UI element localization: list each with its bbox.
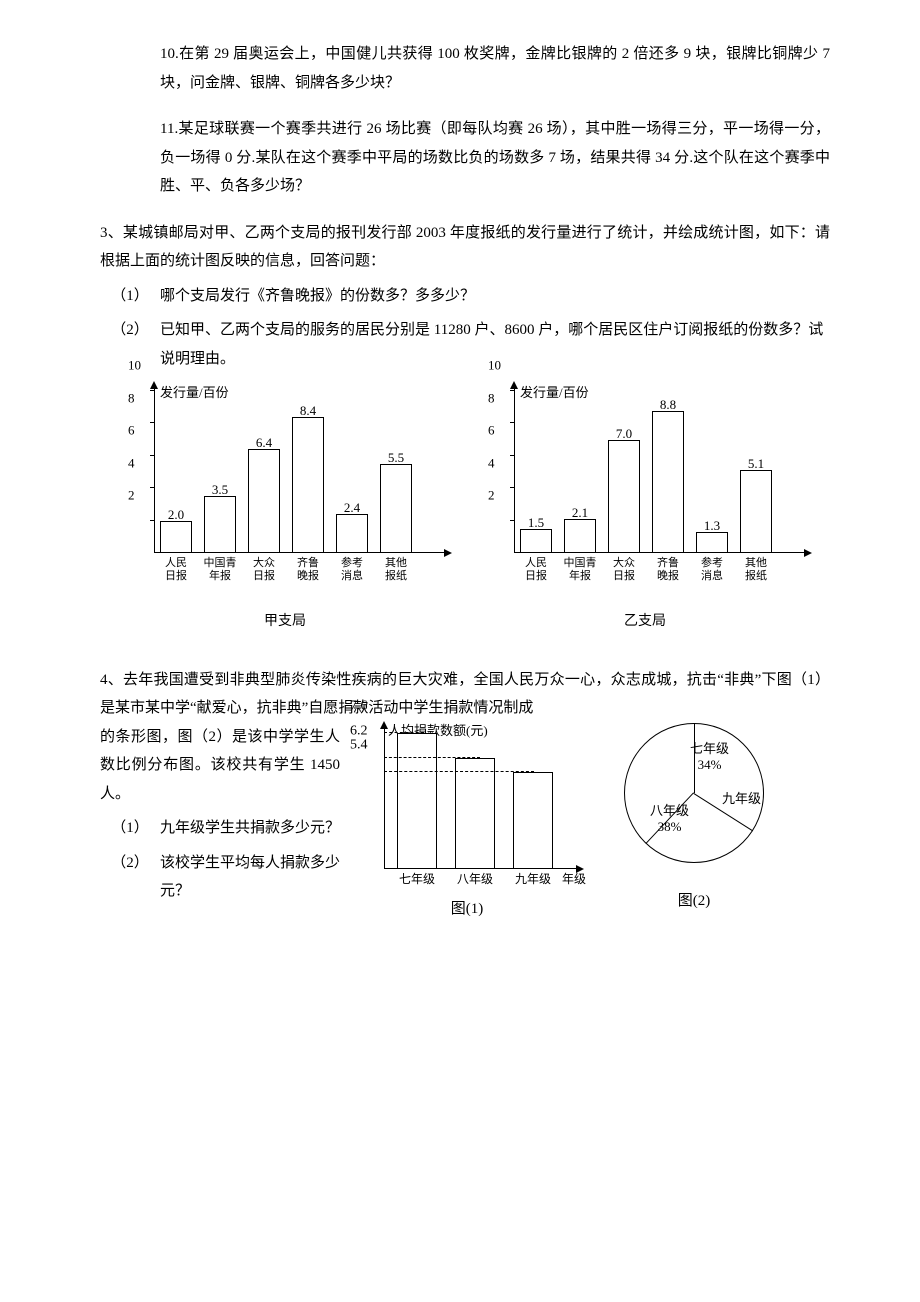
y-tick-label: 7.6 (350, 693, 368, 720)
q10-text: 10.在第 29 届奥运会上，中国健儿共获得 100 枚奖牌，金牌比银牌的 2 … (100, 40, 830, 97)
chart-caption: 甲支局 (120, 609, 450, 636)
bar-rect (455, 758, 495, 868)
chart-bar (394, 733, 440, 868)
chart-bar: 6.4 (246, 449, 282, 553)
bar-rect (380, 464, 412, 553)
chart-bar (452, 758, 498, 868)
q3-sub1: （1） 哪个支局发行《齐鲁晚报》的份数多？多多少？ (100, 282, 830, 311)
x-tick-label: 七年级 (394, 868, 440, 891)
chart-bar: 1.5 (518, 529, 554, 553)
x-tick-label: 参考消息 (694, 557, 730, 583)
bar-value-label: 8.8 (648, 393, 688, 418)
q3-charts: 发行量/百份2468102.03.56.48.42.45.5人民日报中国青年报大… (120, 383, 830, 636)
x-tick-label: 参考消息 (334, 557, 370, 583)
x-tick-label: 八年级 (452, 868, 498, 891)
x-axis-arrow-icon (804, 549, 812, 557)
chart-bar: 8.8 (650, 411, 686, 553)
q4-bar-chart: 人均捐款数额(元) 七年级八年级九年级 年级 7.66.25.4 图(1) (352, 723, 582, 924)
q4-sub2-num: （2） (100, 849, 160, 906)
bar-value-label: 1.5 (516, 511, 556, 536)
q3-sub2: （2） 已知甲、乙两个支局的服务的居民分别是 11280 户、8600 户，哪个… (100, 316, 830, 373)
y-tick-label: 4 (128, 451, 135, 476)
y-guide-line (384, 732, 424, 733)
bar-value-label: 2.1 (560, 501, 600, 526)
bar-chart-panel: 发行量/百份2468101.52.17.08.81.35.1人民日报中国青年报大… (480, 383, 810, 636)
q11-text: 11.某足球联赛一个赛季共进行 26 场比赛（即每队均赛 26 场），其中胜一场… (100, 115, 830, 201)
bar-value-label: 3.5 (200, 478, 240, 503)
y-guide-line (384, 757, 480, 758)
q4-sub1-text: 九年级学生共捐款多少元？ (160, 814, 340, 843)
chart-bar: 5.1 (738, 470, 774, 553)
y-tick-label: 2 (488, 484, 495, 509)
x-tick-label: 齐鲁晚报 (650, 557, 686, 583)
q4-sub2-text: 该校学生平均每人捐款多少元？ (160, 849, 340, 906)
chart-bar: 2.0 (158, 521, 194, 553)
q3-sub1-text: 哪个支局发行《齐鲁晚报》的份数多？多多少？ (160, 282, 830, 311)
bar-value-label: 5.5 (376, 446, 416, 471)
q4-pie-caption: 图(2) (594, 887, 794, 916)
y-tick-label: 4 (488, 451, 495, 476)
bar-rect (513, 772, 553, 868)
bar-value-label: 2.4 (332, 496, 372, 521)
pie-slice-label: 九年级 (722, 791, 761, 807)
bar-chart-panel: 发行量/百份2468102.03.56.48.42.45.5人民日报中国青年报大… (120, 383, 450, 636)
q3-sub1-num: （1） (100, 282, 160, 311)
x-tick-label: 人民日报 (518, 557, 554, 583)
chart-bar: 1.3 (694, 532, 730, 553)
chart-bar: 5.5 (378, 464, 414, 553)
x-tick-label: 九年级 (510, 868, 556, 891)
chart-bar: 3.5 (202, 496, 238, 553)
x-tick-label: 其他报纸 (738, 557, 774, 583)
q3-intro: 3、某城镇邮局对甲、乙两个支局的报刊发行部 2003 年度报纸的发行量进行了统计… (100, 219, 830, 276)
q4-intro-top: 4、去年我国遭受到非典型肺炎传染性疾病的巨大灾难，全国人民万众一心，众志成城，抗… (100, 666, 830, 723)
bar-value-label: 6.4 (244, 431, 284, 456)
bar-rect (248, 449, 280, 553)
chart-bar: 8.4 (290, 417, 326, 553)
bar-value-label: 5.1 (736, 452, 776, 477)
bar-value-label: 2.0 (156, 503, 196, 528)
pie-slice-label: 八年级38% (650, 803, 689, 836)
bar-rect (397, 733, 437, 868)
x-tick-label: 其他报纸 (378, 557, 414, 583)
y-tick-label: 2 (128, 484, 135, 509)
x-axis-arrow-icon (444, 549, 452, 557)
chart-bar: 2.1 (562, 519, 598, 553)
chart-bar: 2.4 (334, 514, 370, 553)
x-tick-label: 大众日报 (246, 557, 282, 583)
bar-rect (608, 440, 640, 553)
bar-rect (652, 411, 684, 553)
y-tick-label: 5.4 (350, 733, 368, 760)
bar-rect (740, 470, 772, 553)
x-axis-title: 年级 (562, 868, 586, 891)
q4-intro-left: 的条形图，图（2）是该中学学生人数比例分布图。该校共有学生 1450 人。 (100, 723, 340, 809)
q4-bar-caption: 图(1) (352, 895, 582, 924)
q4-sub2: （2） 该校学生平均每人捐款多少元？ (100, 849, 340, 906)
bar-value-label: 1.3 (692, 514, 732, 539)
q4: 4、去年我国遭受到非典型肺炎传染性疾病的巨大灾难，全国人民万众一心，众志成城，抗… (100, 666, 830, 924)
q4-sub1-num: （1） (100, 814, 160, 843)
y-tick-label: 6 (128, 419, 135, 444)
y-guide-line (384, 771, 534, 772)
chart-caption: 乙支局 (480, 609, 810, 636)
bar-rect (204, 496, 236, 553)
q4-pie-chart: 七年级34% 九年级八年级38% 图(2) (594, 723, 794, 916)
bar-value-label: 8.4 (288, 399, 328, 424)
y-tick-label: 6 (488, 419, 495, 444)
bar-rect (292, 417, 324, 553)
x-tick-label: 大众日报 (606, 557, 642, 583)
chart-bar: 7.0 (606, 440, 642, 553)
y-tick-label: 10 (488, 354, 501, 379)
q4-sub1: （1） 九年级学生共捐款多少元？ (100, 814, 340, 843)
pie-slice-label: 七年级34% (690, 741, 729, 774)
y-tick-label: 8 (128, 386, 135, 411)
x-tick-label: 人民日报 (158, 557, 194, 583)
x-tick-label: 中国青年报 (202, 557, 238, 583)
x-tick-label: 中国青年报 (562, 557, 598, 583)
x-tick-label: 齐鲁晚报 (290, 557, 326, 583)
bar-value-label: 7.0 (604, 422, 644, 447)
y-tick-label: 8 (488, 386, 495, 411)
y-tick-label: 10 (128, 354, 141, 379)
chart-bar (510, 772, 556, 868)
q4-left-column: 的条形图，图（2）是该中学学生人数比例分布图。该校共有学生 1450 人。 （1… (100, 723, 340, 906)
